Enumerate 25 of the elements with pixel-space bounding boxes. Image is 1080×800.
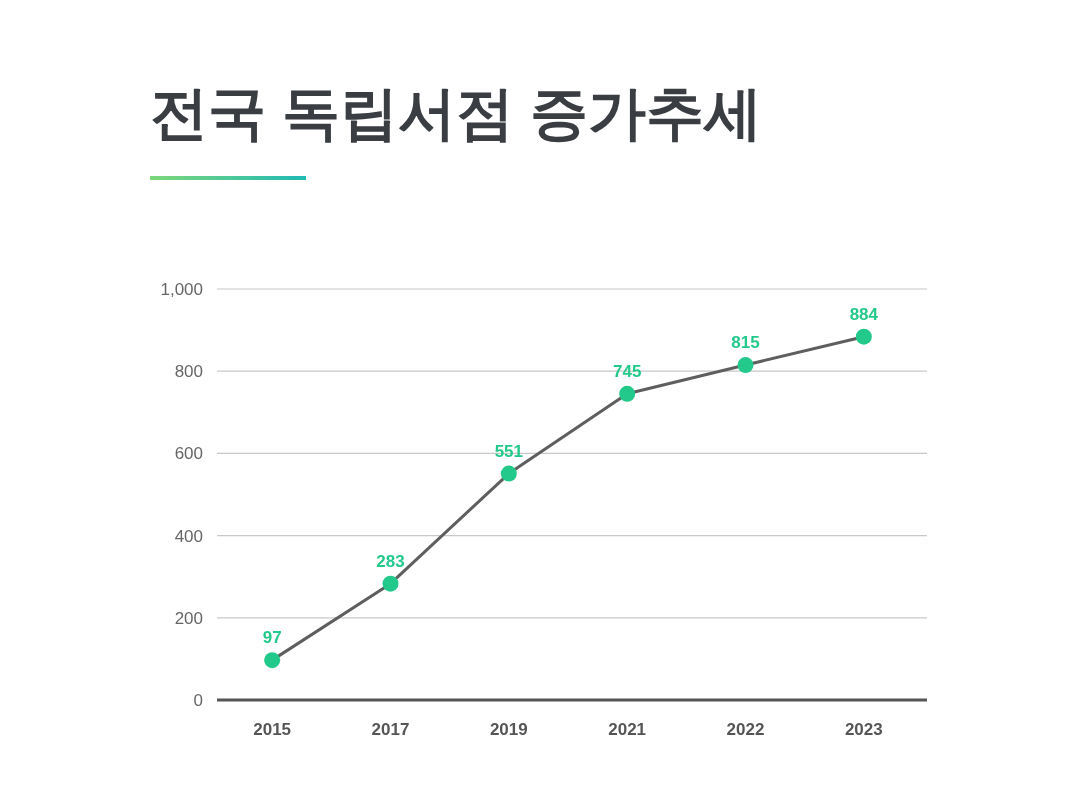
point	[619, 385, 636, 402]
y-tick-label: 1,000	[160, 280, 203, 299]
x-tick-label: 2021	[608, 720, 647, 739]
y-tick-label: 400	[174, 526, 203, 546]
point	[500, 465, 517, 482]
point	[855, 328, 872, 345]
data-label: 551	[494, 441, 524, 461]
chart-title: 전국 독립서점 증가추세	[150, 80, 763, 145]
data-label: 745	[612, 361, 642, 381]
point	[264, 652, 281, 669]
x-tick-label: 2022	[726, 720, 765, 739]
data-label: 884	[849, 304, 879, 324]
x-tick-label: 2017	[371, 720, 410, 739]
x-tick-label: 2019	[489, 720, 528, 739]
data-label: 815	[731, 333, 760, 353]
data-label: 97	[262, 628, 282, 648]
x-tick-label: 2015	[253, 720, 292, 739]
data-label: 283	[376, 551, 405, 571]
point	[382, 575, 399, 592]
y-tick-label: 0	[193, 691, 203, 710]
x-tick-label: 2023	[844, 720, 883, 739]
point	[737, 357, 754, 374]
y-tick-label: 800	[174, 362, 203, 382]
y-tick-label: 600	[174, 444, 203, 464]
y-tick-label: 200	[174, 608, 203, 628]
